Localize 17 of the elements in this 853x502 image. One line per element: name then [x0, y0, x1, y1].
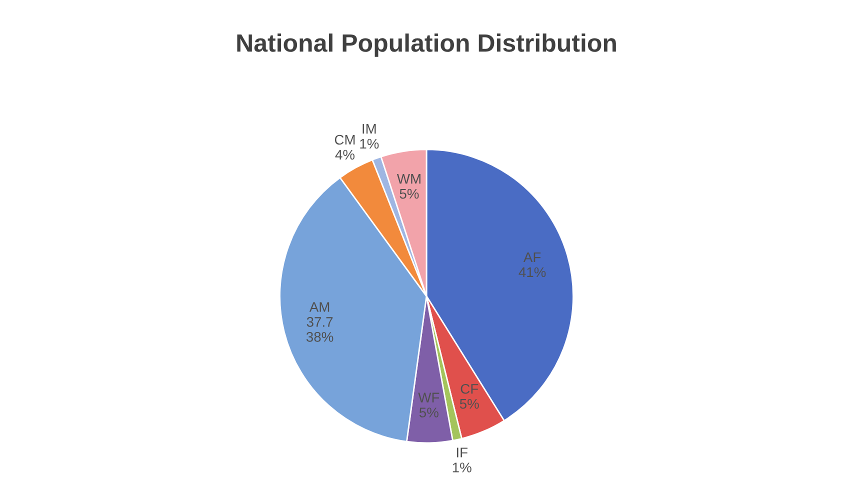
slice-label: IM — [362, 124, 376, 134]
data-label: 4% — [335, 150, 355, 160]
data-label: 5% — [400, 188, 419, 199]
slice-label: AM — [309, 302, 330, 312]
data-label: 5% — [460, 398, 479, 409]
slice-label: CF — [460, 384, 478, 394]
data-label: 37.7 38% — [306, 317, 334, 342]
slice-label: AF — [523, 252, 541, 262]
slice-label: WM — [396, 174, 420, 184]
data-label: 41% — [518, 267, 546, 278]
data-label: 1% — [452, 462, 472, 472]
chart-title: National Population Distribution — [237, 34, 616, 57]
slice-label: WF — [418, 392, 440, 402]
data-label: 5% — [419, 408, 438, 418]
data-label: 1% — [360, 138, 379, 149]
slice-label: CM — [334, 134, 355, 145]
slice-label: IF — [456, 448, 468, 458]
